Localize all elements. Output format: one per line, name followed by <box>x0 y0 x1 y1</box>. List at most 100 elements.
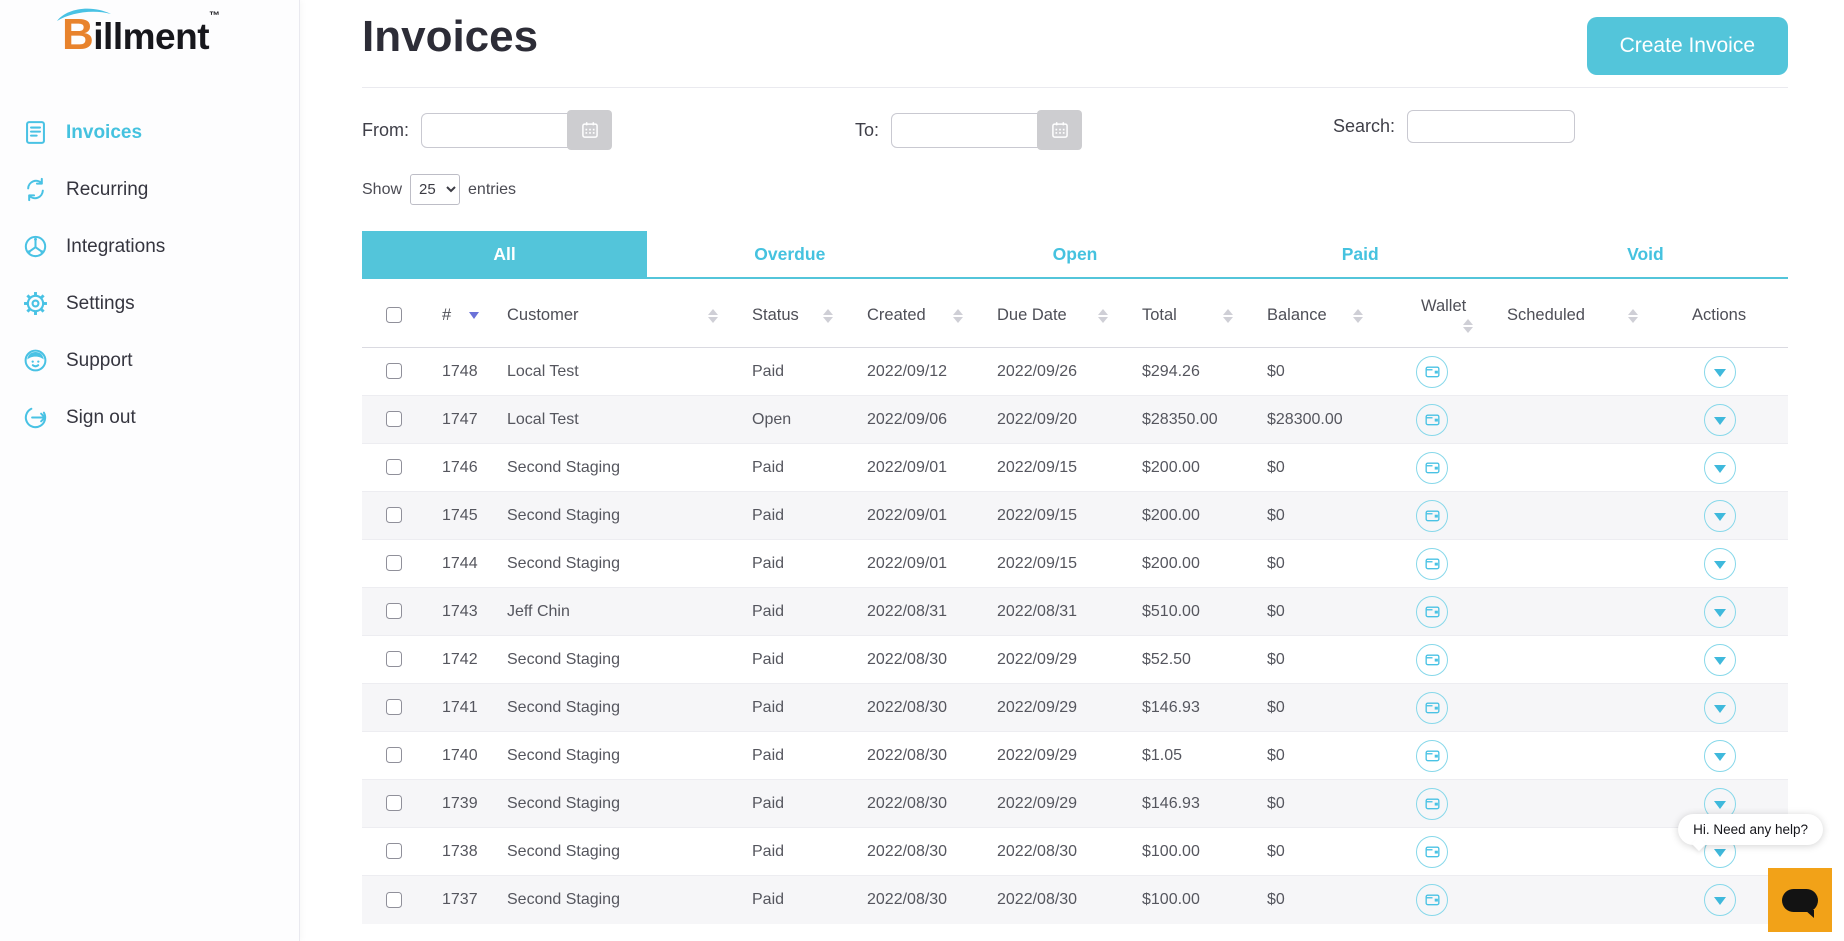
chat-tooltip-text: Hi. Need any help? <box>1693 822 1808 837</box>
wallet-button[interactable] <box>1416 547 1448 580</box>
actions-dropdown-button[interactable] <box>1704 595 1736 628</box>
page-size-select[interactable]: 25 <box>410 174 461 205</box>
column-header-number[interactable]: # <box>422 279 487 348</box>
due-date-cell: 2022/09/20 <box>977 395 1122 444</box>
tab-all[interactable]: All <box>362 231 648 277</box>
row-checkbox[interactable] <box>386 699 402 716</box>
sidebar-item-label: Recurring <box>66 178 149 200</box>
wallet-button[interactable] <box>1416 691 1448 724</box>
sidebar-item-invoices[interactable]: Invoices <box>0 104 299 161</box>
row-checkbox[interactable] <box>386 459 402 476</box>
sidebar-item-sign-out[interactable]: Sign out <box>0 389 299 446</box>
tab-paid[interactable]: Paid <box>1341 244 1379 264</box>
status-tabs: All Overdue Open Paid Void <box>362 231 1788 279</box>
actions-cell <box>1652 875 1788 924</box>
invoice-number-cell: 1737 <box>422 875 487 924</box>
chat-launcher-button[interactable] <box>1768 868 1832 932</box>
from-calendar-button[interactable] <box>567 110 612 150</box>
column-header-customer[interactable]: Customer <box>487 279 732 348</box>
wallet-button[interactable] <box>1416 355 1448 388</box>
wallet-cell <box>1377 683 1487 732</box>
sidebar-item-settings[interactable]: Settings <box>0 275 299 332</box>
customer-cell: Local Test <box>507 362 579 380</box>
balance-cell: $0 <box>1247 731 1377 780</box>
wallet-button[interactable] <box>1416 451 1448 484</box>
actions-dropdown-button[interactable] <box>1704 451 1736 484</box>
to-date-input[interactable] <box>891 112 1044 148</box>
sidebar-item-label: Sign out <box>66 406 136 428</box>
scheduled-cell <box>1487 779 1652 828</box>
sort-icon <box>1463 319 1473 333</box>
total-cell: $100.00 <box>1122 875 1247 924</box>
column-header-created[interactable]: Created <box>847 279 977 348</box>
column-header-due-date[interactable]: Due Date <box>977 279 1122 348</box>
row-checkbox[interactable] <box>386 507 402 524</box>
page-title: Invoices <box>362 12 539 61</box>
row-checkbox[interactable] <box>386 363 402 380</box>
logo-text: illment <box>93 16 210 57</box>
status-cell: Paid <box>732 443 847 492</box>
sidebar-item-recurring[interactable]: Recurring <box>0 161 299 218</box>
wallet-icon <box>1424 702 1440 714</box>
row-select-cell <box>362 491 422 540</box>
wallet-button[interactable] <box>1416 643 1448 676</box>
actions-dropdown-button[interactable] <box>1704 499 1736 532</box>
sidebar: Billment™ Invoices R <box>0 0 300 941</box>
sort-icon <box>1098 308 1108 323</box>
row-checkbox[interactable] <box>386 891 402 908</box>
wallet-button[interactable] <box>1416 403 1448 436</box>
row-select-cell <box>362 395 422 444</box>
from-date-input[interactable] <box>421 112 573 148</box>
actions-dropdown-button[interactable] <box>1704 643 1736 676</box>
created-date-cell: 2022/08/31 <box>847 587 977 636</box>
tab-overdue[interactable]: Overdue <box>754 244 826 264</box>
table-row: 1743 Jeff Chin Paid 2022/08/31 2022/08/3… <box>362 587 1788 636</box>
create-invoice-button[interactable]: Create Invoice <box>1586 17 1788 75</box>
balance-cell: $0 <box>1247 443 1377 492</box>
actions-dropdown-button[interactable] <box>1704 739 1736 772</box>
search-input[interactable] <box>1407 110 1576 143</box>
wallet-button[interactable] <box>1416 835 1448 868</box>
row-checkbox[interactable] <box>386 795 402 812</box>
actions-dropdown-button[interactable] <box>1704 883 1736 916</box>
row-checkbox[interactable] <box>386 747 402 764</box>
wallet-button[interactable] <box>1416 787 1448 820</box>
tab-open[interactable]: Open <box>1052 244 1098 264</box>
wallet-icon <box>1424 846 1440 858</box>
wallet-button[interactable] <box>1416 595 1448 628</box>
created-date-cell: 2022/08/30 <box>847 779 977 828</box>
actions-dropdown-button[interactable] <box>1704 691 1736 724</box>
sidebar-item-integrations[interactable]: Integrations <box>0 218 299 275</box>
actions-dropdown-button[interactable] <box>1704 403 1736 436</box>
created-date-cell: 2022/08/30 <box>847 875 977 924</box>
sidebar-item-label: Integrations <box>66 235 166 257</box>
row-checkbox[interactable] <box>386 651 402 668</box>
wallet-button[interactable] <box>1416 883 1448 916</box>
sidebar-item-support[interactable]: Support <box>0 332 299 389</box>
select-all-checkbox[interactable] <box>386 307 402 324</box>
wallet-cell <box>1377 731 1487 780</box>
actions-dropdown-button[interactable] <box>1704 355 1736 388</box>
column-header-wallet[interactable]: Wallet <box>1377 279 1487 348</box>
column-header-balance[interactable]: Balance <box>1247 279 1377 348</box>
row-checkbox[interactable] <box>386 555 402 572</box>
to-calendar-button[interactable] <box>1037 110 1083 150</box>
tab-void[interactable]: Void <box>1627 244 1664 264</box>
wallet-button[interactable] <box>1416 739 1448 772</box>
actions-cell <box>1652 395 1788 444</box>
sidebar-item-label: Invoices <box>66 121 143 143</box>
table-row: 1748 Local Test Paid 2022/09/12 2022/09/… <box>362 348 1788 396</box>
row-checkbox[interactable] <box>386 603 402 620</box>
due-date-cell: 2022/09/29 <box>977 683 1122 732</box>
row-checkbox[interactable] <box>386 411 402 428</box>
sort-desc-indicator <box>469 311 480 319</box>
due-date-cell: 2022/09/15 <box>977 491 1122 540</box>
column-header-total[interactable]: Total <box>1122 279 1247 348</box>
column-header-status[interactable]: Status <box>732 279 847 348</box>
created-date-cell: 2022/08/30 <box>847 683 977 732</box>
row-checkbox[interactable] <box>386 843 402 860</box>
actions-dropdown-button[interactable] <box>1704 547 1736 580</box>
column-header-scheduled[interactable]: Scheduled <box>1487 279 1652 348</box>
invoice-number-cell: 1739 <box>422 779 487 828</box>
wallet-button[interactable] <box>1416 499 1448 532</box>
